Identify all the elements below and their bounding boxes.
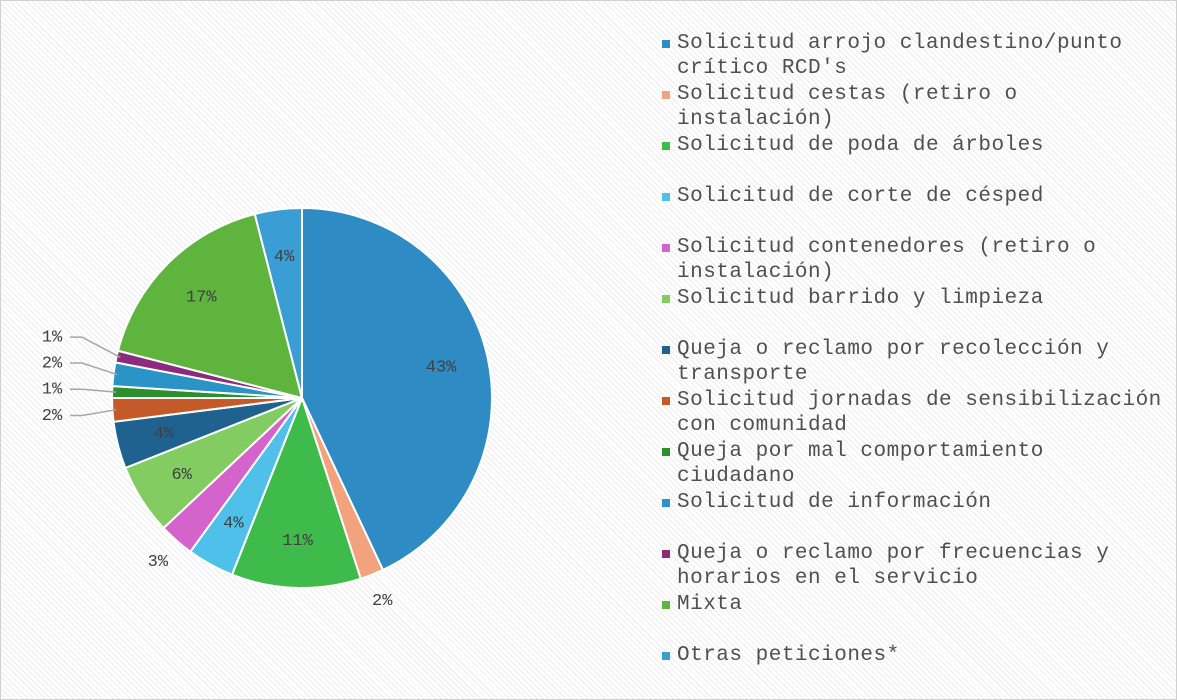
data-label: 17% [186, 289, 217, 308]
legend-item: Otras peticiones* [659, 643, 1169, 694]
data-label: 4% [274, 248, 295, 267]
legend-swatch [662, 652, 670, 660]
legend-item: Mixta [659, 592, 1169, 643]
pie-slice [301, 206, 493, 572]
legend: Solicitud arrojo clandestino/punto críti… [659, 31, 1169, 694]
legend-item: Solicitud de información [659, 490, 1169, 541]
data-label: 2% [42, 407, 63, 426]
legend-swatch [662, 346, 670, 354]
data-label: 1% [42, 329, 63, 348]
legend-swatch [662, 499, 670, 507]
leader-line [70, 388, 117, 393]
legend-label: Solicitud de corte de césped [677, 185, 1044, 208]
data-label: 2% [42, 355, 63, 374]
data-label: 3% [148, 553, 169, 572]
data-label: 4% [154, 425, 175, 444]
legend-label: Solicitud barrido y limpieza [677, 287, 1044, 310]
legend-swatch [662, 550, 670, 558]
legend-item: Solicitud jornadas de sensibilización co… [659, 388, 1169, 439]
legend-label: Mixta [677, 593, 743, 616]
data-label: 1% [42, 381, 63, 400]
pie-slice [116, 212, 304, 400]
pie-area: 43% 2% 11% 4% 3% 6% 4% 2% 1% 2% 1% 17% 4% [42, 206, 493, 611]
legend-item: Solicitud cestas (retiro o instalación) [659, 82, 1169, 133]
legend-label: Solicitud contenedores (retiro o instala… [677, 236, 1097, 284]
legend-swatch [662, 193, 670, 201]
legend-label: Solicitud jornadas de sensibilización co… [677, 389, 1162, 437]
legend-label: Solicitud arrojo clandestino/punto críti… [677, 32, 1123, 80]
legend-item: Queja por mal comportamiento ciudadano [659, 439, 1169, 490]
leader-line [70, 362, 118, 376]
legend-swatch [662, 448, 670, 456]
legend-swatch [662, 91, 670, 99]
legend-swatch [662, 40, 670, 48]
legend-item: Solicitud barrido y limpieza [659, 286, 1169, 337]
leader-line [70, 336, 121, 359]
legend-label: Solicitud de poda de árboles [677, 134, 1044, 157]
legend-item: Queja o reclamo por recolección y transp… [659, 337, 1169, 388]
legend-item: Solicitud de poda de árboles [659, 133, 1169, 184]
data-label: 43% [426, 358, 457, 377]
leader-line [70, 408, 117, 417]
legend-item: Solicitud contenedores (retiro o instala… [659, 235, 1169, 286]
legend-label: Queja por mal comportamiento ciudadano [677, 440, 1044, 488]
legend-label: Otras peticiones* [677, 644, 900, 667]
legend-swatch [662, 397, 670, 405]
legend-item: Solicitud arrojo clandestino/punto críti… [659, 31, 1169, 82]
legend-label: Solicitud cestas (retiro o instalación) [677, 83, 1018, 131]
legend-label: Queja o reclamo por frecuencias y horari… [677, 542, 1110, 590]
data-label: 11% [282, 532, 313, 551]
legend-swatch [662, 244, 670, 252]
legend-swatch [662, 295, 670, 303]
legend-item: Solicitud de corte de césped [659, 184, 1169, 235]
legend-item: Queja o reclamo por frecuencias y horari… [659, 541, 1169, 592]
pie-slice [230, 395, 362, 589]
pie-slice [253, 206, 303, 399]
legend-label: Solicitud de información [677, 491, 992, 514]
data-label: 6% [171, 466, 192, 485]
data-label: 4% [223, 514, 244, 533]
data-label: 2% [372, 592, 393, 611]
legend-swatch [662, 601, 670, 609]
legend-label: Queja o reclamo por recolección y transp… [677, 338, 1110, 386]
legend-swatch [662, 142, 670, 150]
